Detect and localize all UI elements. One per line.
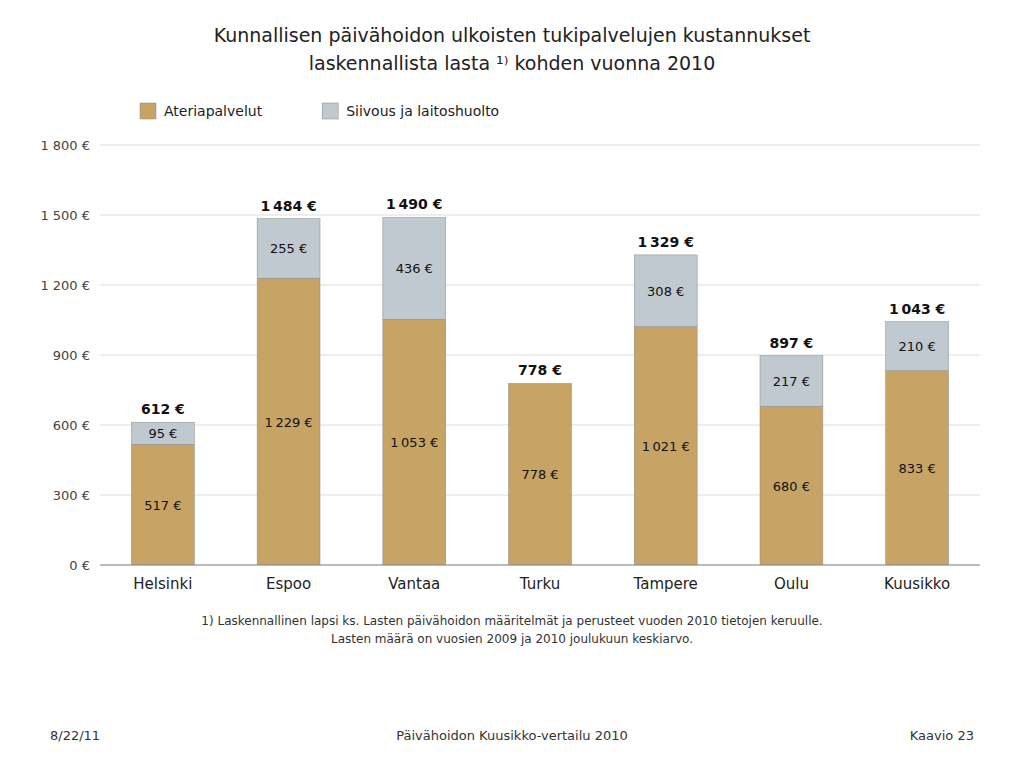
title: Kunnallisen päivähoidon ulkoisten tukipa… <box>214 24 811 46</box>
total-label: 1 484 € <box>260 198 316 214</box>
annotation: Kaavio 23 <box>910 728 974 743</box>
data-label: 95 € <box>148 426 177 441</box>
x-tick-label: Tampere <box>633 575 698 593</box>
data-label: 1 229 € <box>265 415 313 430</box>
x-tick-label: Espoo <box>266 575 311 593</box>
legend-swatch <box>322 103 338 119</box>
subtitle: laskennallista lasta ¹⁾ kohden vuonna 20… <box>309 52 716 74</box>
annotation: Päivähoidon Kuusikko-vertailu 2010 <box>396 728 628 743</box>
total-label: 778 € <box>518 362 562 378</box>
background <box>0 0 1024 768</box>
total-label: 1 043 € <box>889 301 945 317</box>
y-tick-label: 1 800 € <box>40 138 90 153</box>
y-tick-label: 300 € <box>53 488 90 503</box>
x-tick-label: Oulu <box>774 575 809 593</box>
annotation: 1) Laskennallinen lapsi ks. Lasten päivä… <box>201 614 822 628</box>
bar-segment <box>886 322 949 371</box>
total-label: 897 € <box>770 335 814 351</box>
legend-label: Siivous ja laitoshuolto <box>346 103 499 119</box>
data-label: 217 € <box>773 374 810 389</box>
annotation: Lasten määrä on vuosien 2009 ja 2010 jou… <box>331 632 693 646</box>
bar-segment <box>760 406 823 565</box>
grid-line <box>100 285 980 286</box>
legend-item: Siivous ja laitoshuolto <box>322 103 499 119</box>
bar-segment <box>383 218 446 320</box>
grid-line <box>100 355 980 356</box>
chart: Kunnallisen päivähoidon ulkoisten tukipa… <box>0 0 1024 768</box>
bar-segment <box>131 422 194 444</box>
bar-segment <box>383 319 446 565</box>
bar-segment <box>257 278 320 565</box>
data-label: 210 € <box>899 339 936 354</box>
data-label: 1 021 € <box>642 439 690 454</box>
bar-segment <box>257 219 320 279</box>
bar-segment <box>760 356 823 407</box>
legend: Ateriapalvelut Siivous ja laitoshuolto <box>140 103 499 119</box>
data-label: 778 € <box>521 467 558 482</box>
bar-segment <box>886 371 949 565</box>
data-label: 308 € <box>647 284 684 299</box>
x-tick-label: Turku <box>519 575 560 593</box>
bar-segment <box>509 383 572 384</box>
grid <box>100 145 980 565</box>
grid-line <box>100 565 980 566</box>
y-tick-label: 0 € <box>69 558 90 573</box>
data-label: 1 053 € <box>390 435 438 450</box>
y-tick-label: 1 200 € <box>40 278 90 293</box>
legend-label: Ateriapalvelut <box>164 103 263 119</box>
data-label: 517 € <box>144 498 181 513</box>
total-label: 1 490 € <box>386 196 442 212</box>
bar-segment <box>634 327 697 565</box>
data-label: 436 € <box>396 261 433 276</box>
bar-segment <box>131 444 194 565</box>
x-tick-label: Vantaa <box>388 575 440 593</box>
x-axis-line <box>100 565 980 566</box>
grid-line <box>100 145 980 146</box>
y-tick-label: 600 € <box>53 418 90 433</box>
total-label: 1 329 € <box>638 234 694 250</box>
bars <box>131 218 948 565</box>
y-tick-label: 1 500 € <box>40 208 90 223</box>
bar-segment <box>509 383 572 565</box>
legend-item: Ateriapalvelut <box>140 103 263 119</box>
grid-line <box>100 215 980 216</box>
data-labels: 517 € 1 229 € 1 053 € 778 € 1 021 € 680 € 833 … <box>141 196 945 512</box>
total-label: 612 € <box>141 401 185 417</box>
legend-swatch <box>140 103 156 119</box>
x-tick-label: Kuusikko <box>884 575 950 593</box>
x-tick-label: Helsinki <box>133 575 192 593</box>
annotation: 8/22/11 <box>50 728 100 743</box>
data-label: 833 € <box>899 461 936 476</box>
y-tick-label: 900 € <box>53 348 90 363</box>
data-label: 255 € <box>270 241 307 256</box>
bar-segment <box>634 255 697 327</box>
data-label: 680 € <box>773 479 810 494</box>
